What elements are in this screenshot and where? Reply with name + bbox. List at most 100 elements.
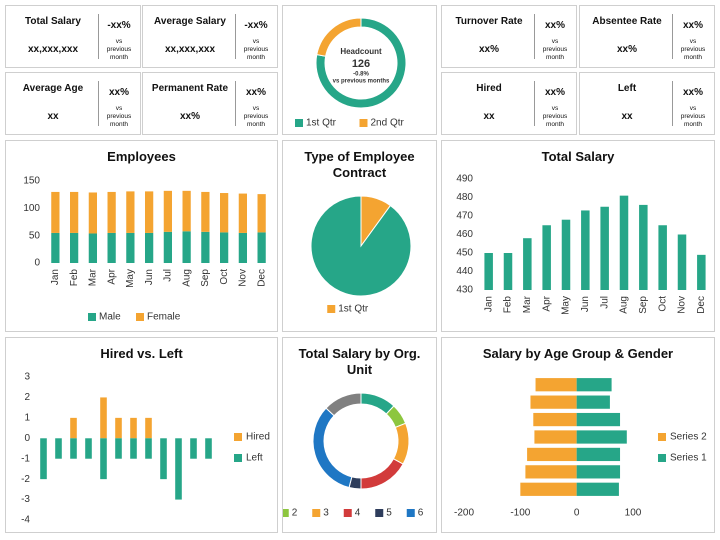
x-tick-label: Mar	[88, 268, 99, 286]
kpi-note: vs previous month	[542, 38, 568, 61]
chart: 0 50 100 150 Jan Feb Mar Apr May Jun Jul Aug Sep Oct N…	[23, 176, 267, 323]
y-tick-label: 2	[24, 392, 30, 403]
chart: -4 -3 -2 -1 0 1 2 3 Hired Left	[21, 372, 270, 526]
legend-swatch	[234, 454, 242, 462]
kpi-note: vs previous month	[680, 38, 706, 61]
kpi-separator	[672, 14, 673, 59]
chart-panel: -4 -3 -2 -1 0 1 2 3 Hired Left Hired vs. Left	[5, 337, 278, 533]
legend-swatch	[327, 305, 336, 313]
bar	[182, 231, 191, 263]
bar	[70, 191, 79, 233]
kpi-card: Absentee Rate xx% xx% vs previous month	[579, 5, 715, 68]
bar	[51, 232, 60, 263]
y-tick-label: 490	[456, 174, 473, 185]
center-label: Headcount	[340, 47, 382, 56]
bar	[576, 430, 627, 444]
kpi-label: Total Salary	[25, 16, 81, 27]
legend-swatch	[343, 509, 352, 517]
kpi-note: vs previous month	[106, 38, 132, 61]
bar	[220, 193, 229, 233]
kpi-label: Hired	[476, 83, 502, 94]
chart-panel: 0 50 100 150 Jan Feb Mar Apr May Jun Jul Aug Sep Oct N…	[5, 140, 278, 332]
legend-label: 1st Qtr	[338, 304, 369, 315]
legend-label: Series 1	[670, 453, 707, 464]
y-tick-label: -2	[21, 474, 30, 485]
bar	[576, 447, 621, 462]
x-tick-label: Aug	[619, 296, 630, 314]
legend-label: Hired	[246, 432, 270, 443]
chart: 1st Qtr	[310, 195, 412, 315]
kpi-note: vs previous month	[542, 105, 568, 128]
kpi-change: xx%	[245, 87, 266, 98]
bar	[201, 231, 210, 263]
bar	[677, 234, 687, 290]
bar	[115, 417, 122, 439]
bar	[534, 430, 577, 444]
y-tick-label: 470	[456, 211, 473, 222]
kpi-label: Average Age	[22, 83, 84, 94]
kpi-separator	[672, 81, 673, 126]
kpi-card: Hired xx xx% vs previous month	[441, 72, 577, 135]
slice	[312, 407, 353, 489]
chart: 1234567	[283, 392, 424, 519]
bar	[85, 438, 92, 459]
legend-swatch	[283, 509, 289, 517]
legend-swatch	[375, 509, 384, 517]
chart-panel: 1234567 Total Salary by Org. Unit	[282, 337, 437, 533]
x-tick-label: Jun	[144, 269, 155, 285]
kpi-change: xx%	[682, 20, 703, 31]
bar	[40, 438, 47, 480]
y-tick-label: 450	[456, 248, 473, 259]
legend-swatch	[312, 509, 321, 517]
kpi-card: Average Salary xx,xxx,xxx -xx% vs previous …	[142, 5, 278, 68]
kpi-change: xx%	[682, 87, 703, 98]
kpi-change: xx%	[544, 87, 565, 98]
x-tick-label: Mar	[522, 295, 533, 313]
bar	[523, 238, 532, 290]
bar	[145, 417, 152, 439]
x-tick-label: Apr	[106, 268, 117, 284]
bar	[55, 438, 62, 459]
y-tick-label: 0	[34, 258, 40, 269]
kpi-change: -xx%	[107, 20, 131, 31]
x-tick-label: Jan	[483, 296, 494, 312]
bar	[561, 219, 571, 290]
chart-title: Total Salary by Org. Unit	[298, 346, 421, 377]
bar	[220, 232, 229, 263]
bar	[525, 465, 577, 479]
kpi-note: vs previous month	[680, 105, 706, 128]
y-tick-label: 0	[24, 433, 30, 444]
legend-swatch	[658, 433, 666, 441]
x-tick-label: Sep	[638, 296, 649, 314]
kpi-value: xx%	[478, 44, 499, 55]
y-tick-label: -4	[21, 515, 30, 526]
x-tick-label: Nov	[677, 296, 688, 314]
y-tick-label: 150	[23, 176, 40, 187]
kpi-label: Average Salary	[154, 16, 226, 27]
x-tick-label: -200	[454, 508, 474, 519]
bar	[205, 438, 212, 459]
kpi-note: vs previous month	[243, 105, 269, 128]
bar	[115, 438, 122, 459]
kpi-card: Turnover Rate xx% xx% vs previous month	[441, 5, 577, 68]
chart-panel: 430 440 450 460 470 480 490 Jan Feb Mar Apr May Jun J…	[441, 140, 715, 332]
legend-swatch	[88, 313, 96, 321]
chart-title: Hired vs. Left	[100, 346, 183, 361]
legend-swatch	[234, 433, 242, 441]
x-tick-label: Feb	[503, 296, 514, 314]
x-tick-label: -100	[510, 508, 530, 519]
legend-swatch	[359, 119, 368, 127]
chart-title: Type of Employee Contract	[304, 149, 415, 180]
kpi-value: xx%	[179, 111, 200, 122]
legend-label: Series 2	[670, 432, 707, 443]
y-tick-label: 430	[456, 285, 473, 296]
kpi-value: xx	[47, 111, 59, 122]
bar	[639, 204, 648, 290]
kpi-separator	[235, 14, 236, 59]
bar	[576, 412, 621, 427]
bar	[600, 206, 609, 290]
x-tick-label: Sep	[200, 269, 211, 287]
chart: -200 -100 0 100 Series 2 Series 1	[454, 378, 707, 519]
bar	[88, 192, 97, 234]
bar	[88, 233, 97, 263]
